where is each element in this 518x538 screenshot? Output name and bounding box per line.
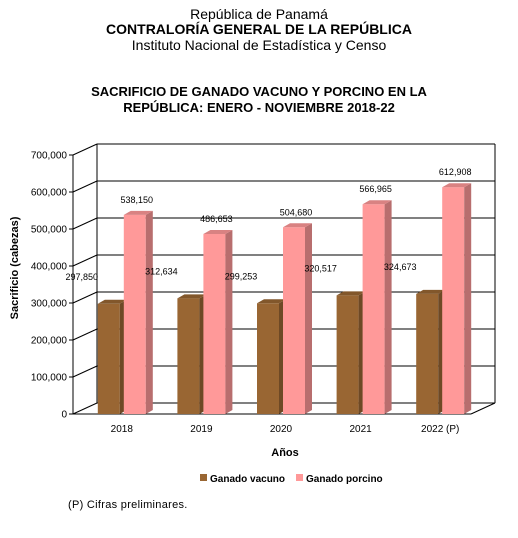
bar-vacuno-2019: [177, 298, 200, 414]
bar-top-1-1: [203, 229, 233, 234]
gridline-depth-3: [72, 291, 98, 304]
y-tick-label-5: 500,000: [31, 225, 68, 236]
header-country: República de Panamá: [190, 6, 328, 22]
bar-porcino-2019: [203, 233, 226, 414]
floor-edge-right: [470, 402, 496, 415]
x-tick-label-4: 2022 (P): [421, 424, 459, 435]
bar-top-0-3: [336, 291, 366, 296]
bar-side-1-4: [464, 183, 472, 414]
gridline-depth-2: [72, 328, 98, 341]
header-institution: CONTRALORÍA GENERAL DE LA REPÚBLICA: [106, 21, 412, 37]
bar-top-1-0: [123, 210, 153, 215]
bar-porcino-2018: [123, 214, 146, 414]
y-tick-label-4: 400,000: [31, 262, 68, 273]
y-tick-label-6: 600,000: [31, 188, 68, 199]
bar-side-1-2: [305, 223, 312, 414]
chart-title-line1: SACRIFICIO DE GANADO VACUNO Y PORCINO EN…: [91, 84, 427, 99]
y-tick-label-7: 700,000: [31, 151, 68, 162]
bar-vacuno-2021: [336, 295, 359, 414]
chart-title-line2: REPÚBLICA: ENERO - NOVIEMBRE 2018-22: [123, 100, 395, 115]
x-axis-title: Años: [271, 447, 299, 459]
footnote: (P) Cifras preliminares.: [68, 499, 188, 511]
bar-top-0-0: [97, 299, 127, 304]
y-tick-label-3: 300,000: [31, 299, 68, 310]
legend-label-1: Ganado porcino: [306, 474, 383, 485]
bar-vacuno-2018: [97, 303, 120, 414]
bar-top-1-4: [442, 183, 472, 188]
gridline-depth-4: [72, 254, 98, 267]
bar-porcino-2020: [283, 227, 305, 414]
header-institute: Instituto Nacional de Estadística y Cens…: [131, 37, 387, 53]
bar-top-1-3: [362, 200, 392, 205]
x-tick-label-3: 2021: [349, 424, 372, 435]
gridline-depth-1: [72, 365, 98, 378]
x-tick-label-1: 2019: [190, 424, 213, 435]
y-tick-label-1: 100,000: [31, 373, 68, 384]
y-axis-title: Sacrificio (cabezas): [9, 216, 21, 319]
bar-porcino-2022P: [442, 187, 465, 414]
bar-top-0-4: [416, 289, 446, 294]
bar-side-1-1: [225, 229, 233, 414]
bar-side-1-0: [145, 210, 153, 414]
data-label-1-2: 504,680: [280, 207, 313, 217]
gridline-depth-6: [72, 180, 98, 193]
bar-top-0-1: [177, 294, 207, 299]
gridline-depth-5: [72, 217, 98, 230]
legend-swatch-0: [200, 474, 207, 481]
legend-label-0: Ganado vacuno: [210, 474, 285, 485]
data-label-1-1: 486,653: [200, 214, 233, 224]
data-label-1-3: 566,965: [359, 184, 392, 194]
gridline-depth-7: [72, 143, 98, 156]
data-label-0-2: 299,253: [225, 271, 258, 281]
data-label-0-1: 312,634: [145, 266, 178, 276]
bar-porcino-2021: [362, 204, 385, 414]
bar-top-1-2: [283, 223, 312, 228]
x-tick-label-2: 2020: [270, 424, 293, 435]
gridline-depth-0: [72, 402, 98, 415]
x-tick-label-0: 2018: [111, 424, 134, 435]
data-label-0-3: 320,517: [304, 263, 337, 273]
bar-vacuno-2020: [257, 303, 279, 414]
data-label-1-4: 612,908: [439, 167, 472, 177]
data-label-0-0: 297,850: [66, 272, 99, 282]
bar-side-1-3: [384, 200, 392, 414]
bar-vacuno-2022P: [416, 293, 439, 414]
data-label-0-4: 324,673: [384, 262, 417, 272]
y-tick-label-2: 200,000: [31, 336, 68, 347]
bar-top-0-2: [257, 299, 286, 304]
y-tick-label-0: 0: [61, 410, 67, 421]
data-label-1-0: 538,150: [121, 195, 154, 205]
legend-swatch-1: [296, 474, 303, 481]
